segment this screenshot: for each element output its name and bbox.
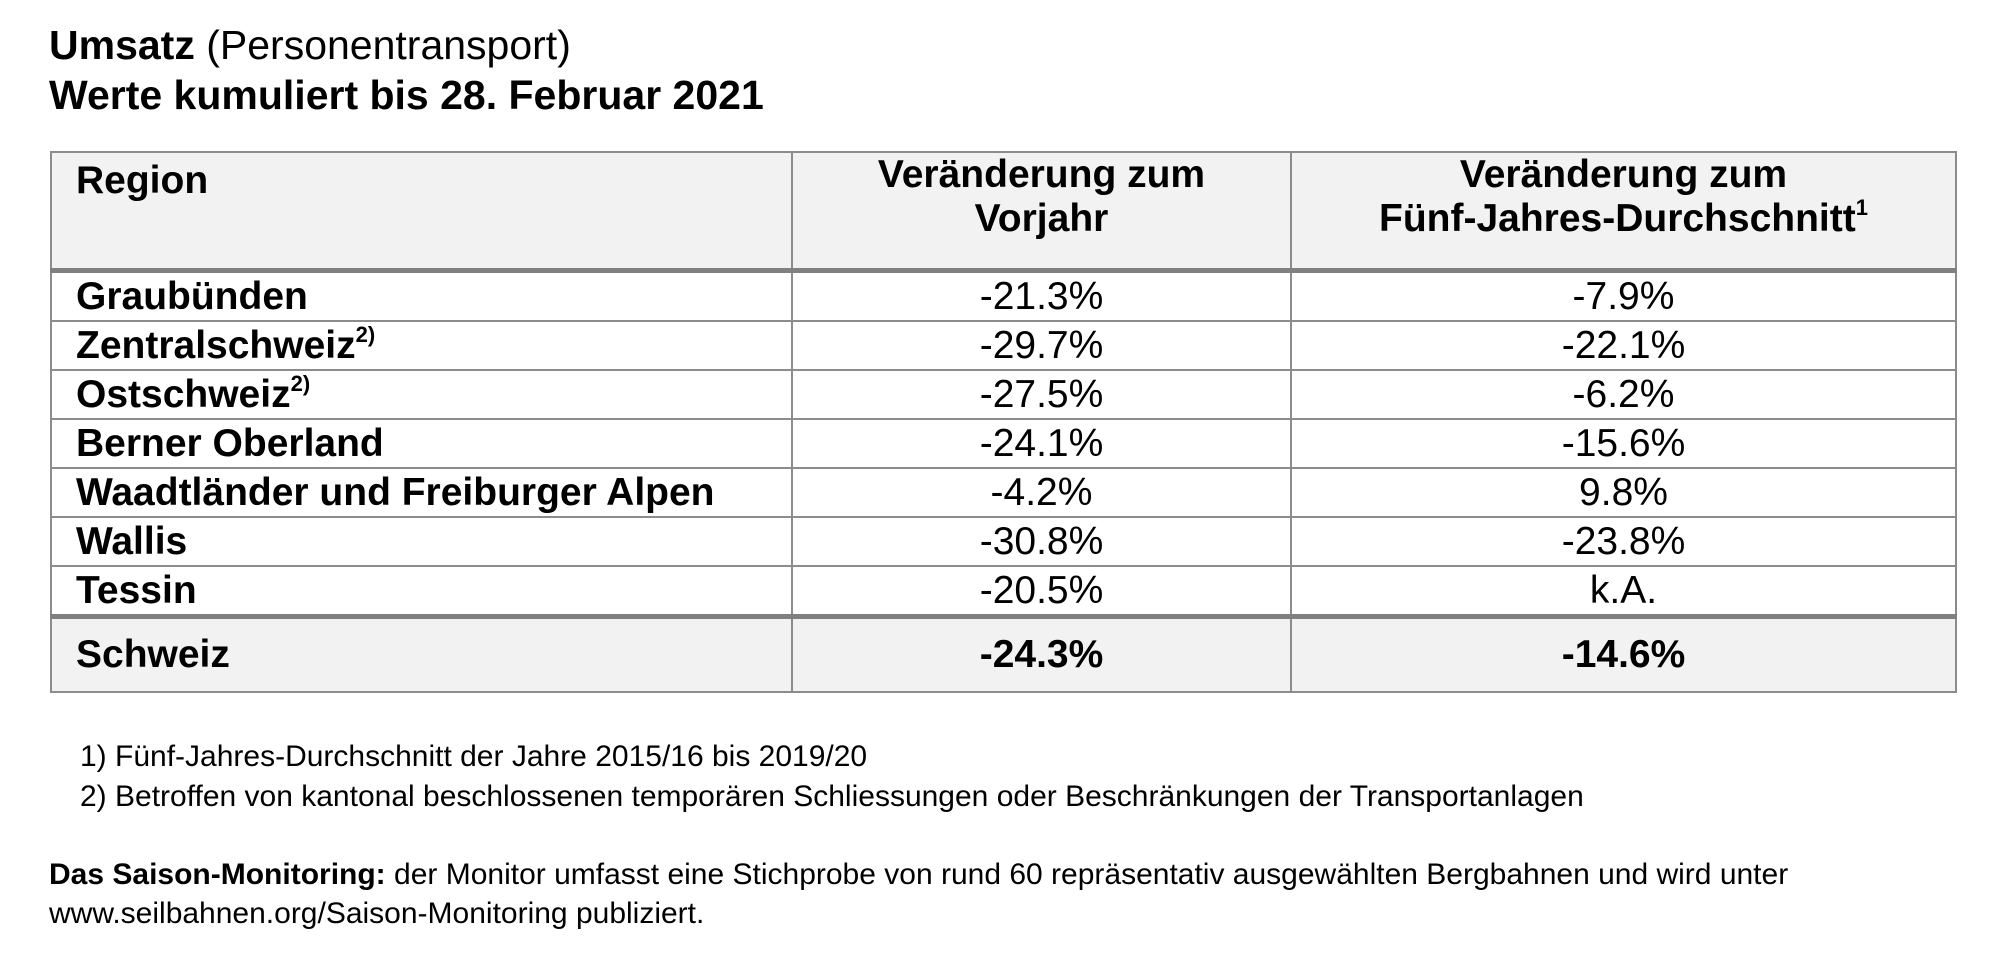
header-line: Fünf-Jahres-Durchschnitt bbox=[1379, 197, 1856, 240]
value-cell: -21.3% bbox=[791, 269, 1292, 322]
title-block: Umsatz (Personentransport) Werte kumulie… bbox=[49, 20, 764, 120]
column-header: Veränderung zum Fünf-Jahres-Durchschnitt1 bbox=[1290, 151, 1957, 272]
value-cell: -4.2% bbox=[791, 467, 1292, 518]
title-bold: Umsatz bbox=[49, 22, 195, 68]
table-row: Tessin -20.5% k.A. bbox=[50, 565, 1957, 618]
footnote: 2) Betroffen von kantonal beschlossenen … bbox=[80, 780, 1584, 813]
region-name: Waadtländer und Freiburger Alpen bbox=[76, 471, 715, 514]
footnote: 1) Fünf-Jahres-Durchschnitt der Jahre 20… bbox=[80, 740, 868, 773]
region-name: Berner Oberland bbox=[76, 422, 384, 465]
footnote-ref: 2) bbox=[290, 371, 311, 396]
region-name: Tessin bbox=[76, 569, 197, 612]
column-header: Region bbox=[50, 151, 793, 272]
value-cell: 9.8% bbox=[1290, 467, 1957, 518]
region-cell: Berner Oberland bbox=[50, 418, 793, 469]
value-cell: -24.1% bbox=[791, 418, 1292, 469]
footnote-ref: 2) bbox=[355, 322, 376, 347]
value-cell: -22.1% bbox=[1290, 320, 1957, 371]
value-cell: -29.7% bbox=[791, 320, 1292, 371]
region-cell: Graubünden bbox=[50, 269, 793, 322]
table-row: Zentralschweiz2) -29.7% -22.1% bbox=[50, 320, 1957, 371]
header-line: Veränderung zum bbox=[1459, 153, 1788, 196]
region-name: Schweiz bbox=[76, 633, 230, 676]
header-row: Region Veränderung zum Vorjahr Veränderung … bbox=[50, 151, 1957, 272]
region-cell: Zentralschweiz2) bbox=[50, 320, 793, 371]
subtitle: Werte kumuliert bis 28. Februar 2021 bbox=[49, 72, 764, 118]
region-name: Ostschweiz bbox=[76, 373, 291, 416]
header-line: Region bbox=[76, 159, 209, 202]
region-cell: Waadtländer und Freiburger Alpen bbox=[50, 467, 793, 518]
footnote-ref: 1 bbox=[1855, 195, 1868, 220]
table-row: Berner Oberland -24.1% -15.6% bbox=[50, 418, 1957, 469]
region-cell: Wallis bbox=[50, 516, 793, 567]
region-cell: Tessin bbox=[50, 565, 793, 618]
footnotes: 1) Fünf-Jahres-Durchschnitt der Jahre 20… bbox=[80, 737, 1584, 817]
value-cell: -6.2% bbox=[1290, 369, 1957, 420]
value-cell: -23.8% bbox=[1290, 516, 1957, 567]
region-name: Graubünden bbox=[76, 275, 308, 318]
value-cell: k.A. bbox=[1290, 565, 1957, 618]
title-rest: (Personentransport) bbox=[206, 22, 571, 68]
column-header: Veränderung zum Vorjahr bbox=[791, 151, 1292, 272]
description: Das Saison-Monitoring: der Monitor umfas… bbox=[49, 855, 1949, 933]
value-cell: -30.8% bbox=[791, 516, 1292, 567]
value-cell: -27.5% bbox=[791, 369, 1292, 420]
table-row: Wallis -30.8% -23.8% bbox=[50, 516, 1957, 567]
value-cell: -7.9% bbox=[1290, 269, 1957, 322]
value-cell: -14.6% bbox=[1290, 615, 1957, 693]
region-cell: Schweiz bbox=[50, 615, 793, 693]
data-table: Region Veränderung zum Vorjahr Veränderung … bbox=[50, 151, 1957, 693]
value-cell: -15.6% bbox=[1290, 418, 1957, 469]
description-bold: Das Saison-Monitoring: bbox=[49, 858, 386, 891]
region-name: Wallis bbox=[76, 520, 188, 563]
header-line: Veränderung zum bbox=[877, 153, 1206, 196]
value-cell: -24.3% bbox=[791, 615, 1292, 693]
total-row: Schweiz -24.3% -14.6% bbox=[50, 615, 1957, 693]
region-cell: Ostschweiz2) bbox=[50, 369, 793, 420]
value-cell: -20.5% bbox=[791, 565, 1292, 618]
table-row: Graubünden -21.3% -7.9% bbox=[50, 269, 1957, 322]
table-row: Waadtländer und Freiburger Alpen -4.2% 9.8… bbox=[50, 467, 1957, 518]
table-row: Ostschweiz2) -27.5% -6.2% bbox=[50, 369, 1957, 420]
description-text: der Monitor umfasst eine Stichprobe von … bbox=[49, 858, 1789, 930]
region-name: Zentralschweiz bbox=[76, 324, 356, 367]
header-line: Vorjahr bbox=[974, 197, 1109, 240]
